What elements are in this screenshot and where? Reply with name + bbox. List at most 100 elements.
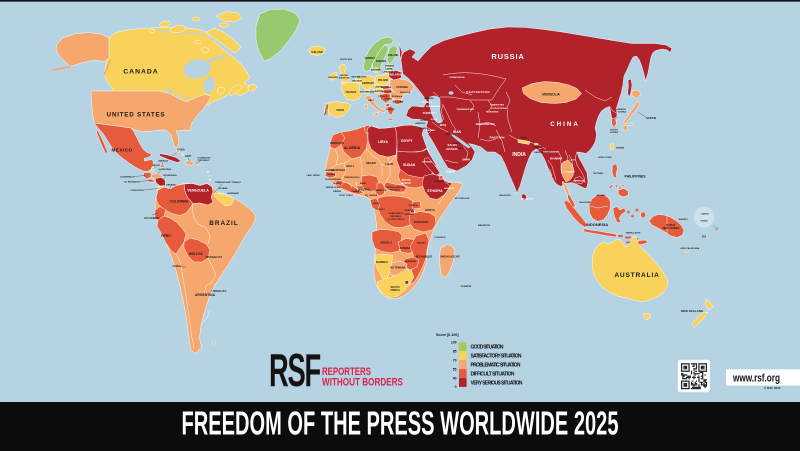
svg-text:POLAND: POLAND bbox=[378, 79, 388, 82]
svg-text:BENIN: BENIN bbox=[360, 183, 367, 185]
svg-text:NIGER: NIGER bbox=[366, 161, 376, 165]
svg-text:SWITZERLAND: SWITZERLAND bbox=[360, 91, 375, 94]
svg-text:CANADA: CANADA bbox=[123, 69, 158, 76]
svg-text:ESTONIA: ESTONIA bbox=[385, 64, 394, 67]
svg-text:HONG KONG: HONG KONG bbox=[598, 157, 612, 159]
svg-text:UKRAINE: UKRAINE bbox=[396, 85, 408, 89]
svg-text:JAMAICA: JAMAICA bbox=[158, 160, 168, 163]
svg-text:KUWAIT: KUWAIT bbox=[446, 133, 455, 136]
svg-text:EL SALVADOR: EL SALVADOR bbox=[124, 181, 140, 184]
svg-text:UZBEKISTAN: UZBEKISTAN bbox=[490, 104, 504, 107]
svg-text:HONDURAS: HONDURAS bbox=[159, 168, 172, 171]
svg-text:MAURITANIA: MAURITANIA bbox=[331, 169, 346, 172]
svg-text:BURUNDI: BURUNDI bbox=[404, 214, 414, 216]
svg-text:BOTSWANA: BOTSWANA bbox=[390, 266, 405, 270]
svg-text:IVORY COAST: IVORY COAST bbox=[339, 194, 353, 197]
svg-text:SPAIN: SPAIN bbox=[336, 108, 344, 112]
svg-text:MADAGASCAR: MADAGASCAR bbox=[440, 255, 459, 259]
svg-text:SURINAME: SURINAME bbox=[227, 192, 239, 195]
svg-text:COSTA RICA: COSTA RICA bbox=[130, 189, 144, 192]
svg-text:SIERRA LEONE: SIERRA LEONE bbox=[326, 186, 342, 189]
svg-text:PROBLEMATIC SITUATION: PROBLEMATIC SITUATION bbox=[471, 363, 521, 369]
svg-text:TONGA: TONGA bbox=[700, 220, 708, 223]
svg-text:SYRIA: SYRIA bbox=[431, 118, 438, 121]
svg-text:CABO VERDE: CABO VERDE bbox=[306, 174, 320, 177]
svg-text:ICELAND: ICELAND bbox=[311, 50, 323, 54]
svg-text:PAKISTAN: PAKISTAN bbox=[490, 136, 505, 140]
svg-text:VERY SERIOUS SITUATION: VERY SERIOUS SITUATION bbox=[471, 381, 523, 387]
svg-text:MALI: MALI bbox=[346, 164, 353, 168]
svg-text:ECUADOR: ECUADOR bbox=[144, 216, 160, 220]
svg-text:SOUTH: SOUTH bbox=[610, 130, 618, 132]
svg-text:INDONESIA: INDONESIA bbox=[586, 222, 608, 227]
svg-text:UNITED: UNITED bbox=[340, 75, 349, 77]
svg-text:CAMEROON: CAMEROON bbox=[374, 189, 386, 192]
svg-text:TAIWAN: TAIWAN bbox=[616, 147, 625, 150]
svg-text:DIFFICULT SITUATION: DIFFICULT SITUATION bbox=[471, 372, 515, 378]
svg-text:LIBYA: LIBYA bbox=[378, 140, 388, 144]
svg-text:NEW GUINEA: NEW GUINEA bbox=[663, 226, 680, 230]
svg-text:CYPRUS: CYPRUS bbox=[420, 120, 429, 122]
svg-text:GERMANY: GERMANY bbox=[362, 82, 375, 85]
svg-text:VENEZUELA: VENEZUELA bbox=[187, 189, 209, 193]
svg-text:LITHUANIA: LITHUANIA bbox=[383, 70, 394, 73]
svg-text:BOLIVIA: BOLIVIA bbox=[189, 252, 203, 256]
svg-text:MONGOLIA: MONGOLIA bbox=[542, 93, 560, 97]
svg-text:REPUBLIC: REPUBLIC bbox=[198, 160, 210, 162]
svg-text:TRINIDAD AND TOBAGO: TRINIDAD AND TOBAGO bbox=[215, 181, 241, 184]
svg-text:LAOS: LAOS bbox=[569, 159, 576, 162]
svg-text:SAMOA: SAMOA bbox=[701, 213, 709, 216]
svg-text:TURKMENISTAN: TURKMENISTAN bbox=[456, 108, 474, 111]
svg-text:NEW ZEALAND: NEW ZEALAND bbox=[681, 309, 704, 313]
svg-text:CONGO: CONGO bbox=[377, 209, 385, 211]
svg-text:COLOMBIA: COLOMBIA bbox=[170, 200, 189, 204]
svg-text:KYRGYZSTAN: KYRGYZSTAN bbox=[492, 107, 507, 110]
svg-text:ROMANIA: ROMANIA bbox=[392, 95, 403, 98]
svg-text:TÜRKIYE: TÜRKIYE bbox=[422, 110, 435, 115]
svg-text:RWANDA: RWANDA bbox=[405, 209, 415, 212]
svg-text:0: 0 bbox=[455, 385, 457, 389]
svg-text:ARGENTINA: ARGENTINA bbox=[195, 293, 216, 297]
svg-text:NIGERIA: NIGERIA bbox=[358, 188, 370, 192]
svg-text:BULGARIA: BULGARIA bbox=[393, 100, 404, 103]
svg-text:GREECE: GREECE bbox=[386, 109, 395, 111]
svg-text:SENEGAL: SENEGAL bbox=[325, 169, 335, 172]
svg-text:BANGLADESH: BANGLADESH bbox=[543, 151, 559, 154]
svg-text:KINGDOM: KINGDOM bbox=[339, 78, 350, 80]
svg-text:AFRICA: AFRICA bbox=[390, 288, 400, 292]
svg-text:TANZANIA: TANZANIA bbox=[413, 220, 429, 224]
svg-text:BANGLADESH: BANGLADESH bbox=[534, 151, 550, 154]
svg-text:OF THE CONGO: OF THE CONGO bbox=[388, 219, 405, 221]
svg-text:ERITREA: ERITREA bbox=[422, 161, 432, 164]
svg-text:BURKINA FASO: BURKINA FASO bbox=[344, 176, 360, 179]
svg-text:OMAN: OMAN bbox=[462, 158, 470, 162]
svg-text:55: 55 bbox=[453, 367, 457, 371]
svg-text:BELIZE: BELIZE bbox=[152, 165, 160, 167]
svg-text:FREEDOM OF THE PRESS WORLDWIDE: FREEDOM OF THE PRESS WORLDWIDE 2025 bbox=[182, 405, 619, 442]
svg-text:HUNGARY: HUNGARY bbox=[382, 90, 393, 93]
svg-text:ALGERIA: ALGERIA bbox=[344, 146, 361, 150]
svg-text:GEORGIA: GEORGIA bbox=[422, 101, 433, 104]
svg-text:MYANMAR: MYANMAR bbox=[550, 158, 563, 161]
svg-text:JAPAN: JAPAN bbox=[646, 116, 656, 120]
svg-text:GUATEMALA: GUATEMALA bbox=[120, 176, 134, 179]
svg-text:ESWATINI: ESWATINI bbox=[461, 285, 472, 288]
svg-text:URUGUAY: URUGUAY bbox=[212, 289, 227, 293]
svg-text:PARAGUAY: PARAGUAY bbox=[206, 255, 223, 259]
svg-text:CHILE: CHILE bbox=[173, 264, 182, 268]
svg-text:TOGO: TOGO bbox=[357, 187, 363, 189]
svg-text:NAMIBIA: NAMIBIA bbox=[376, 260, 388, 264]
svg-text:GUINEA-BISSAU: GUINEA-BISSAU bbox=[325, 178, 342, 181]
svg-text:KAZAKHSTAN: KAZAKHSTAN bbox=[449, 76, 464, 79]
svg-text:CENTRAL AFRICAN: CENTRAL AFRICAN bbox=[386, 186, 406, 189]
svg-text:ZAMBIA: ZAMBIA bbox=[400, 246, 411, 250]
svg-text:© RSF 2025: © RSF 2025 bbox=[764, 386, 781, 390]
svg-text:AZERBAIJAN: AZERBAIJAN bbox=[426, 105, 441, 108]
svg-text:VANUATU: VANUATU bbox=[678, 218, 688, 221]
svg-text:PAPUA: PAPUA bbox=[667, 223, 676, 227]
svg-text:DOMINICAN: DOMINICAN bbox=[198, 157, 211, 160]
svg-text:BELARUS: BELARUS bbox=[390, 73, 403, 77]
svg-text:FIJI: FIJI bbox=[702, 236, 706, 239]
svg-text:WITHOUT BORDERS: WITHOUT BORDERS bbox=[322, 377, 403, 389]
svg-text:QATAR: QATAR bbox=[453, 142, 460, 145]
